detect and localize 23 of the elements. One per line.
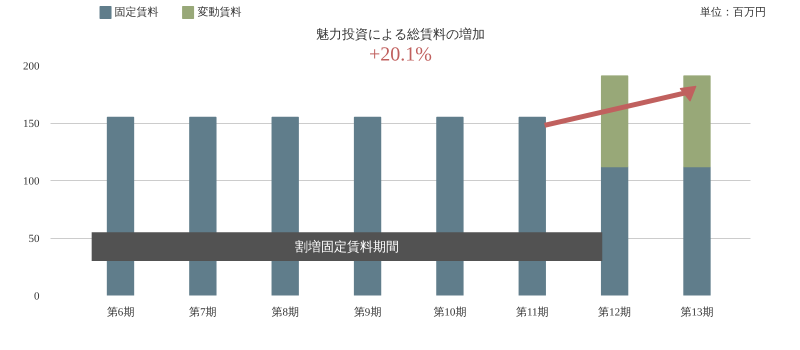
text: +20.1% (369, 44, 432, 66)
y-tick-label: 200 (23, 60, 40, 72)
x-tick-label: 第7期 (189, 306, 217, 318)
x-tick-label: 第13期 (680, 306, 714, 318)
bar (683, 166, 711, 296)
text: 魅力投資による総賃料の増加 (316, 26, 485, 42)
legend-label: 固定賃料 (114, 6, 159, 18)
y-tick-label: 150 (23, 118, 40, 130)
x-tick-label: 第8期 (271, 306, 299, 318)
bar (600, 166, 628, 296)
bar (683, 75, 711, 168)
y-tick-label: 100 (23, 176, 40, 188)
band-label: 割増固定賃料期間 (294, 239, 399, 254)
x-tick-label: 第6期 (106, 306, 134, 318)
x-tick-label: 第10期 (433, 306, 466, 318)
y-tick-label: 0 (34, 290, 40, 302)
bar (600, 75, 628, 168)
x-tick-label: 第11期 (516, 306, 549, 318)
x-tick-label: 第9期 (354, 306, 382, 318)
text: 単位：百万円 (700, 6, 766, 18)
x-tick-label: 第12期 (598, 306, 632, 318)
legend-label: 変動賃料 (197, 6, 242, 18)
y-tick-label: 50 (28, 233, 40, 245)
